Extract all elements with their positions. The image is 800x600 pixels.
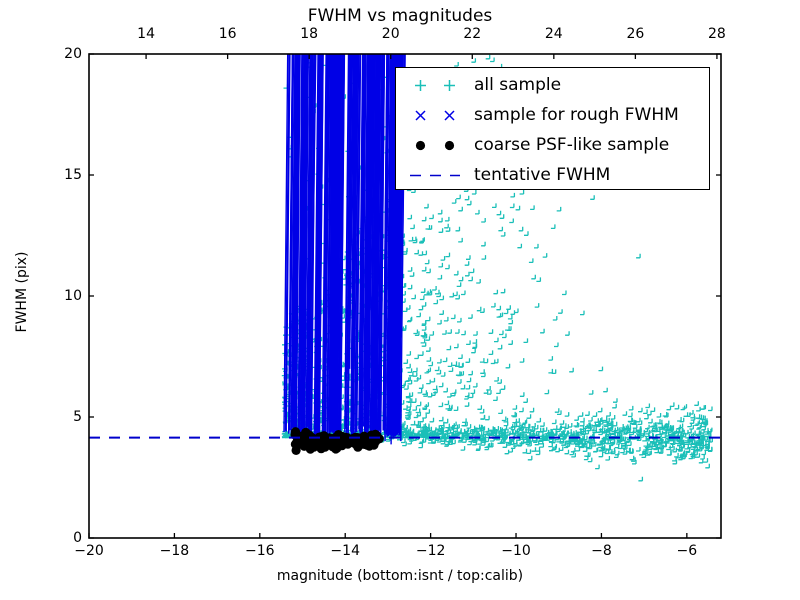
tick-label: 5 bbox=[73, 409, 82, 425]
legend-label: all sample bbox=[474, 75, 562, 95]
tick-label: −16 bbox=[245, 543, 275, 559]
tick-label: 22 bbox=[463, 26, 482, 42]
tick-label: −10 bbox=[501, 543, 531, 559]
plus-icon bbox=[396, 79, 474, 92]
axes-frame bbox=[88, 53, 722, 539]
legend-label: sample for rough FWHM bbox=[474, 105, 679, 125]
tick-label: 10 bbox=[64, 288, 82, 304]
chart-title: FWHM vs magnitudes bbox=[307, 6, 493, 26]
tick-label: −18 bbox=[159, 543, 190, 559]
tick-label: 15 bbox=[64, 167, 82, 183]
data-points-layer bbox=[89, 54, 721, 482]
y-axis-label: FWHM (pix) bbox=[14, 251, 30, 333]
legend-item-all-sample[interactable]: all sample bbox=[396, 70, 709, 100]
dashed-line-icon bbox=[396, 169, 474, 182]
tick-label: −8 bbox=[591, 543, 612, 559]
tick-label: 24 bbox=[544, 26, 563, 42]
legend-label: tentative FWHM bbox=[474, 165, 611, 185]
tick-label: −6 bbox=[676, 543, 698, 559]
tick-label: 16 bbox=[218, 26, 237, 42]
tick-label: 20 bbox=[64, 46, 82, 62]
tick-label: 14 bbox=[137, 26, 155, 42]
tick-label: 26 bbox=[626, 26, 645, 42]
circle-marker-icon bbox=[396, 139, 474, 152]
legend-item-rough-fwhm[interactable]: sample for rough FWHM bbox=[396, 100, 709, 130]
tick-label: −20 bbox=[74, 543, 104, 559]
legend[interactable]: all sample sample for rough FWHM coarse … bbox=[395, 67, 710, 190]
tick-label: 18 bbox=[300, 26, 319, 42]
tick-label: −14 bbox=[330, 543, 360, 559]
tick-label: 0 bbox=[73, 530, 82, 546]
legend-item-psf-like[interactable]: coarse PSF-like sample bbox=[396, 130, 709, 160]
legend-label: coarse PSF-like sample bbox=[474, 135, 670, 155]
tick-label: 20 bbox=[381, 26, 400, 42]
tick-label: 28 bbox=[708, 26, 726, 42]
tick-label: −12 bbox=[415, 543, 446, 559]
x-axis-label: magnitude (bottom:isnt / top:calib) bbox=[276, 568, 524, 584]
legend-item-tentative-fwhm[interactable]: tentative FWHM bbox=[396, 160, 709, 190]
x-marker-icon bbox=[396, 109, 474, 122]
